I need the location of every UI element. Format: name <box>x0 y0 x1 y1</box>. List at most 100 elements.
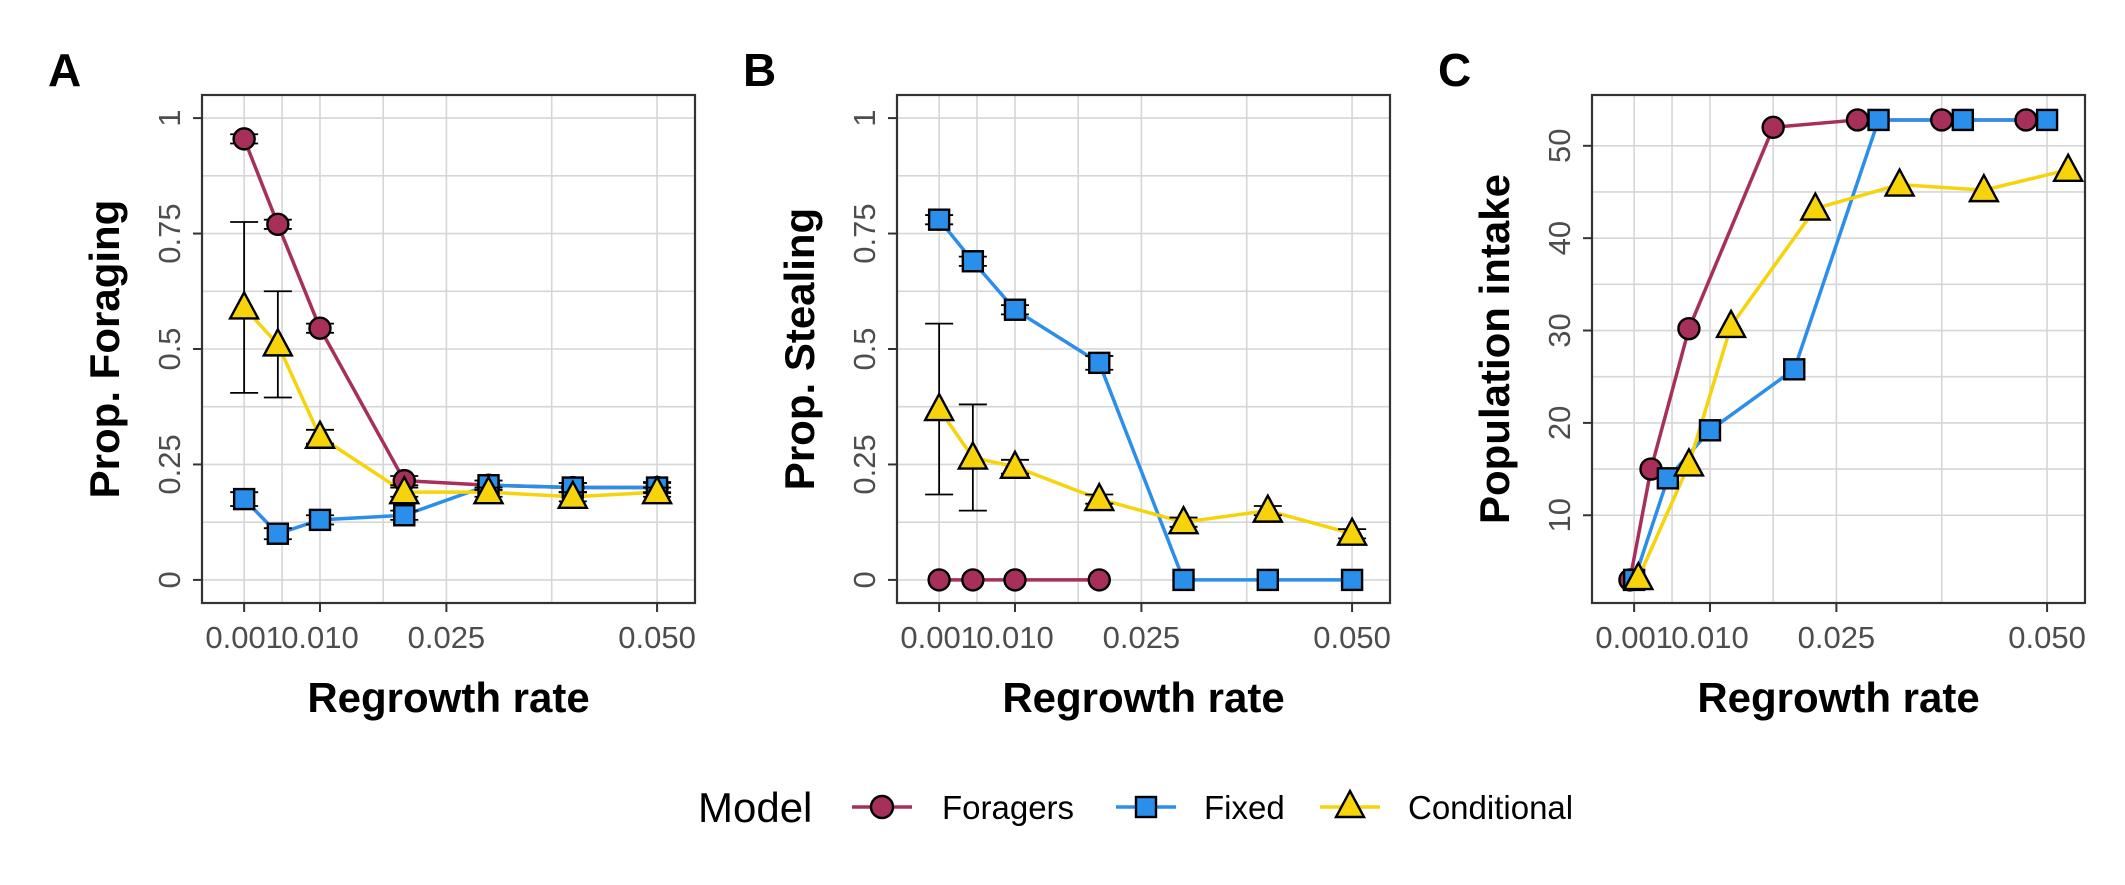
data-point-square <box>1003 298 1027 321</box>
data-point-square <box>1656 467 1680 490</box>
data-point-triangle <box>388 474 421 505</box>
y-axis-title: Population intake <box>1471 174 1518 524</box>
panel-tag: A <box>48 44 81 96</box>
data-point-circle <box>1930 108 1954 132</box>
x-tick-label: 0.025 <box>1798 620 1876 655</box>
panel-tag: B <box>743 44 776 96</box>
y-tick-label: 0.75 <box>152 203 187 263</box>
data-point-triangle <box>1715 308 1748 339</box>
x-axis-title: Regrowth rate <box>1002 674 1284 721</box>
series-lines <box>242 138 658 536</box>
data-point-triangle <box>261 326 294 357</box>
x-tick-label: 0.001 <box>1595 620 1673 655</box>
y-tick-label: 0.5 <box>152 327 187 370</box>
y-tick-label: 10 <box>1542 498 1577 532</box>
data-point-square <box>1867 108 1890 132</box>
y-tick-label: 1 <box>152 109 187 126</box>
x-axis-title: Regrowth rate <box>1697 674 1979 721</box>
y-tick-label: 50 <box>1542 129 1577 163</box>
data-point-circle <box>1677 316 1701 341</box>
series-fixed <box>230 474 672 545</box>
series-lines <box>1628 118 2069 581</box>
series-line-conditional <box>242 306 658 499</box>
y-tick-label: 40 <box>1542 221 1577 255</box>
data-point-triangle <box>303 419 336 449</box>
y-tick-label: 0.5 <box>847 327 882 370</box>
data-point-circle <box>2014 108 2038 132</box>
legend-triangle-marker <box>1333 788 1367 819</box>
data-point-square <box>1951 108 1975 132</box>
data-point-triangle <box>1083 481 1116 512</box>
data-point-triangle <box>1336 516 1369 546</box>
data-point-triangle <box>556 479 589 509</box>
plot-frame <box>1590 93 2087 605</box>
series-conditional <box>923 322 1369 546</box>
data-point-circle <box>1087 568 1111 592</box>
data-point-triangle <box>1672 446 1705 477</box>
series-line-conditional <box>1636 168 2069 579</box>
legend-square-marker <box>1134 795 1158 819</box>
legend-label-fixed: Fixed <box>1204 789 1285 826</box>
data-point-triangle <box>923 391 956 422</box>
data-point-square <box>1783 358 1806 381</box>
y-tick-label: 0.25 <box>152 434 187 494</box>
y-tick-label: 0 <box>847 571 882 588</box>
series-fixed <box>1622 108 2059 592</box>
series-foragers <box>230 127 672 500</box>
series-conditional <box>1622 152 2085 591</box>
data-point-square <box>308 508 332 532</box>
data-point-circle <box>266 212 290 237</box>
data-point-circle <box>927 568 951 592</box>
data-point-triangle <box>228 289 261 320</box>
data-point-circle <box>1845 108 1870 132</box>
legend-title: Model <box>698 784 812 831</box>
data-point-triangle <box>2052 152 2085 183</box>
data-point-triangle <box>472 474 505 505</box>
data-point-triangle <box>998 449 1031 479</box>
panel-tag: C <box>1438 44 1471 96</box>
data-point-circle <box>232 127 256 151</box>
legend-circle-marker <box>869 794 895 820</box>
y-tick-label: 20 <box>1542 406 1577 440</box>
y-tick-label: 0 <box>152 571 187 588</box>
series-conditional <box>228 221 674 509</box>
x-tick-label: 0.010 <box>976 620 1054 655</box>
series-line-fixed <box>937 218 1353 582</box>
data-point-circle <box>1003 568 1027 592</box>
y-tick-label: 1 <box>847 109 882 126</box>
series-line-foragers <box>242 138 658 490</box>
data-point-square <box>927 208 951 231</box>
series-line-conditional <box>937 408 1353 536</box>
grid-lines <box>1592 95 2085 603</box>
data-point-circle <box>961 568 985 592</box>
data-point-circle <box>308 316 332 340</box>
legend: Model Foragers Fixed Conditional <box>698 784 1573 831</box>
grid-lines <box>897 95 1390 603</box>
data-point-circle <box>1761 115 1785 140</box>
data-point-triangle <box>1883 167 1916 197</box>
series-fixed <box>925 208 1364 592</box>
data-point-square <box>393 504 416 527</box>
legend-item-foragers: Foragers <box>852 789 1074 826</box>
series-foragers <box>927 568 1111 592</box>
x-tick-label: 0.010 <box>281 620 359 655</box>
data-point-triangle <box>1967 172 2000 203</box>
x-tick-label: 0.025 <box>408 620 486 655</box>
data-point-triangle <box>1251 493 1284 523</box>
data-point-triangle <box>1622 560 1655 591</box>
y-axis-title: Prop. Stealing <box>776 208 823 490</box>
x-tick-label: 0.001 <box>205 620 283 655</box>
data-point-square <box>266 522 290 545</box>
data-point-square <box>961 250 985 273</box>
data-point-triangle <box>641 474 674 505</box>
data-point-square <box>232 487 256 511</box>
x-tick-label: 0.025 <box>1103 620 1181 655</box>
data-point-square <box>1698 419 1722 442</box>
data-point-square <box>2035 108 2059 132</box>
data-point-square <box>1172 568 1195 592</box>
data-point-square <box>1256 568 1280 592</box>
